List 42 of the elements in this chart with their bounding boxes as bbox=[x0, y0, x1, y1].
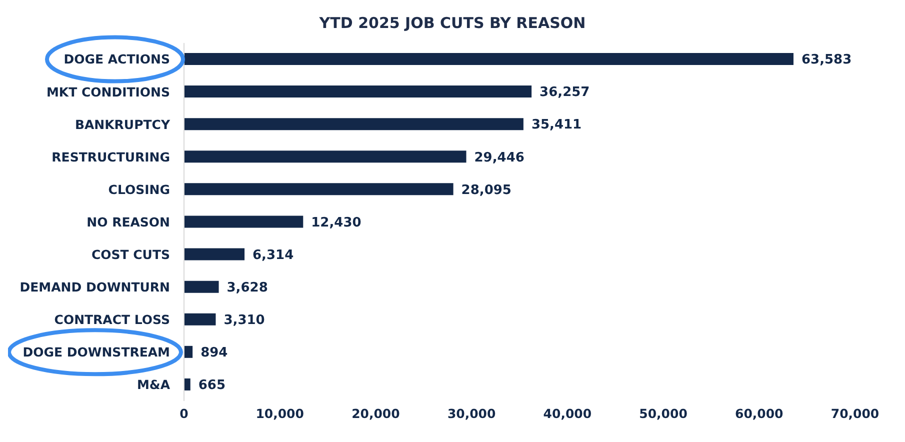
y-tick-label: DOGE ACTIONS bbox=[64, 52, 170, 67]
x-tick-label: 0 bbox=[180, 406, 189, 421]
data-label: 28,095 bbox=[461, 182, 512, 198]
x-tick-label: 40,000 bbox=[543, 406, 592, 421]
bar bbox=[184, 248, 245, 260]
x-tick-label: 30,000 bbox=[447, 406, 496, 421]
y-tick-label: CLOSING bbox=[108, 182, 170, 197]
data-label: 665 bbox=[198, 378, 226, 394]
data-label: 3,310 bbox=[224, 312, 265, 328]
bar bbox=[184, 118, 524, 130]
data-label: 12,430 bbox=[311, 215, 362, 230]
y-tick-label: CONTRACT LOSS bbox=[54, 312, 170, 328]
y-tick-label: COST CUTS bbox=[91, 246, 170, 262]
data-label: 36,257 bbox=[540, 85, 590, 100]
data-label: 63,583 bbox=[801, 52, 852, 68]
y-tick-label: MKT CONDITIONS bbox=[46, 84, 170, 100]
bar bbox=[184, 183, 454, 196]
data-label: 35,411 bbox=[531, 118, 582, 133]
bar bbox=[184, 86, 532, 98]
bar bbox=[184, 313, 216, 326]
y-tick-label: M&A bbox=[136, 377, 170, 392]
x-tick-label: 20,000 bbox=[352, 406, 400, 421]
x-tick-label: 70,000 bbox=[830, 406, 880, 421]
y-tick-label: DEMAND DOWNTURN bbox=[20, 280, 170, 295]
y-tick-label: DOGE DOWNSTREAM bbox=[22, 344, 170, 360]
bar bbox=[184, 378, 190, 390]
x-tick-label: 10,000 bbox=[256, 406, 304, 421]
chart-title: YTD 2025 JOB CUTS BY REASON bbox=[318, 14, 587, 32]
data-label: 6,314 bbox=[252, 248, 294, 263]
y-tick-label: NO REASON bbox=[86, 214, 170, 230]
data-label: 29,446 bbox=[474, 150, 524, 166]
bar bbox=[184, 346, 193, 358]
x-tick-label: 60,000 bbox=[735, 406, 784, 421]
data-label: 3,628 bbox=[226, 280, 268, 296]
data-label: 894 bbox=[200, 346, 228, 361]
bar bbox=[184, 150, 466, 163]
bar bbox=[184, 216, 304, 228]
y-tick-label: RESTRUCTURING bbox=[52, 149, 170, 164]
bar bbox=[184, 53, 794, 65]
x-tick-label: 50,000 bbox=[639, 406, 688, 421]
y-tick-label: BANKRUPTCY bbox=[74, 116, 171, 132]
bar bbox=[184, 280, 219, 293]
